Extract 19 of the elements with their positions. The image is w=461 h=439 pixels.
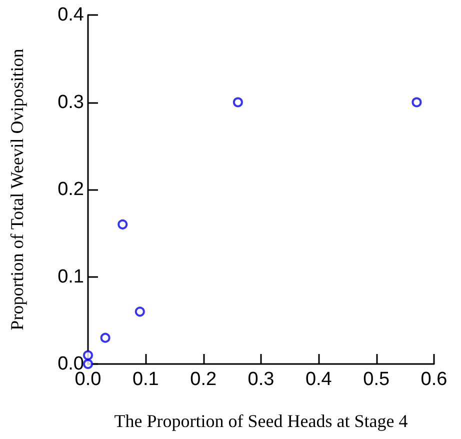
x-tick-label: 0.2 bbox=[190, 369, 217, 390]
point bbox=[232, 97, 243, 108]
y-tick-label: 0.1 bbox=[58, 266, 84, 288]
x-axis-title: The Proportion of Seed Heads at Stage 4 bbox=[114, 411, 408, 431]
x-tick-label: 0.4 bbox=[305, 369, 332, 390]
x-tick-label: 0.3 bbox=[248, 369, 274, 390]
point bbox=[83, 350, 93, 360]
x-tick-label: 0.5 bbox=[363, 369, 390, 390]
point bbox=[100, 332, 110, 343]
y-tick-label: 0.4 bbox=[58, 4, 84, 26]
point bbox=[134, 306, 145, 317]
x-tick-label: 0.1 bbox=[132, 369, 159, 390]
y-tick-label: 0.3 bbox=[58, 92, 84, 113]
point bbox=[118, 219, 128, 230]
y-axis-title: Proportion of Total Weevil Oviposition bbox=[7, 48, 27, 330]
point bbox=[83, 359, 93, 369]
x-tick-label: 0.6 bbox=[420, 369, 448, 390]
point bbox=[412, 97, 422, 108]
y-tick-label: 0.2 bbox=[58, 179, 84, 200]
